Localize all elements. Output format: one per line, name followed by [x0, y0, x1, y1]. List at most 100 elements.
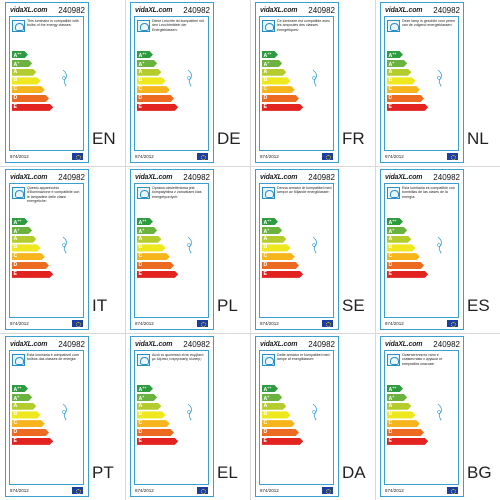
- energy-class-bar: C: [387, 253, 420, 260]
- label-card: vidaXL.com 240982 Dette armatur er kompati…: [255, 336, 339, 497]
- compatibility-text: Esta luminaria es compatible con bombill…: [402, 186, 455, 199]
- energy-class-bar: D: [137, 95, 174, 102]
- energy-class-scale: A++ A+ A B C D E: [137, 385, 181, 446]
- energy-class-plus: +: [267, 60, 270, 65]
- energy-class-plus: ++: [17, 386, 22, 390]
- energy-label-bg: vidaXL.com 240982 Осветителното тяло е съв…: [377, 334, 500, 500]
- energy-class-bar: A: [12, 69, 36, 76]
- compatibility-text: Deze lamp is geschikt voor peren van de …: [402, 19, 456, 28]
- product-id: 240982: [308, 340, 335, 349]
- energy-class-bar: A+: [137, 227, 157, 234]
- energy-class-plus: ++: [17, 52, 22, 56]
- energy-label-pl: vidaXL.com 240982 Oprawa oświetleniowa jes…: [127, 167, 252, 333]
- label-card: vidaXL.com 240982 Oprawa oświetleniowa jes…: [130, 169, 214, 330]
- energy-class-bar: D: [387, 262, 424, 269]
- compatibility-text: Questo apparecchio d'illuminazione è com…: [27, 186, 80, 203]
- energy-class-bar: A: [137, 236, 161, 243]
- brand-logo: vidaXL.com: [385, 341, 423, 348]
- energy-label-pt: vidaXL.com 240982 Esta luminária é compatí…: [2, 334, 127, 500]
- energy-class-bar: A++: [12, 385, 28, 392]
- regulation-number: 874/2012: [10, 488, 29, 493]
- energy-class-scale: A++ A+ A B C D E: [387, 51, 431, 112]
- brand-logo: vidaXL.com: [260, 7, 298, 14]
- energy-class-scale: A++ A+ A B C D E: [12, 51, 56, 112]
- energy-class-bar: A+: [12, 227, 32, 234]
- energy-class-bar: C: [137, 86, 170, 93]
- label-panel: Oprawa oświetleniowa jest kompatybilna z…: [134, 183, 209, 318]
- energy-class-bar: A++: [12, 218, 28, 225]
- product-id: 240982: [58, 173, 85, 182]
- product-id: 240982: [308, 173, 335, 182]
- energy-class-bar: C: [12, 86, 45, 93]
- luminaire-icon: [387, 187, 400, 199]
- bulb-icon: [435, 236, 445, 254]
- energy-class-plus: +: [392, 227, 395, 232]
- language-code: ES: [467, 296, 490, 315]
- energy-class-plus: +: [17, 227, 20, 232]
- energy-class-scale: A++ A+ A B C D E: [137, 51, 181, 112]
- regulation-number: 874/2012: [135, 154, 154, 159]
- label-card: vidaXL.com 240982 Esta luminária é compatí…: [5, 336, 89, 497]
- energy-class-bar: C: [387, 86, 420, 93]
- energy-class-bar: A+: [12, 60, 32, 67]
- energy-class-bar: A++: [262, 51, 278, 58]
- label-card: vidaXL.com 240982 This luminaire is compat…: [5, 2, 89, 163]
- brand-logo: vidaXL.com: [135, 7, 173, 14]
- energy-class-bar: B: [137, 244, 166, 251]
- language-code: PT: [92, 463, 114, 482]
- label-panel: Dette armatur er kompatibel med lampe af…: [259, 350, 334, 485]
- brand-logo: vidaXL.com: [10, 341, 48, 348]
- eu-flag-icon: [72, 487, 83, 494]
- energy-class-bar: E: [262, 104, 303, 111]
- brand-logo: vidaXL.com: [385, 7, 423, 14]
- language-code: EL: [217, 463, 238, 482]
- energy-class-bar: C: [262, 420, 295, 427]
- label-panel: Αυτό το φωτιστικό είναι συμβατό με λάμπε…: [134, 350, 209, 485]
- energy-class-bar: A: [262, 69, 286, 76]
- label-panel: Esta luminária é compatível com bulbos d…: [9, 350, 84, 485]
- label-card: vidaXL.com 240982 Deze lamp is geschikt vo…: [380, 2, 464, 163]
- compatibility-text: Dette armatur er kompatibel med lampe af…: [277, 353, 330, 362]
- brand-logo: vidaXL.com: [135, 341, 173, 348]
- language-code: EN: [92, 129, 116, 148]
- energy-class-bar: A++: [137, 218, 153, 225]
- energy-class-bar: A++: [387, 385, 403, 392]
- energy-class-bar: A+: [387, 60, 407, 67]
- eu-flag-icon: [72, 320, 83, 327]
- energy-class-scale: A++ A+ A B C D E: [137, 218, 181, 279]
- energy-class-plus: ++: [142, 386, 147, 390]
- label-card: vidaXL.com 240982 Diese Leuchte ist kompat…: [130, 2, 214, 163]
- energy-class-bar: B: [262, 244, 291, 251]
- energy-class-plus: ++: [267, 386, 272, 390]
- compatibility-text: Αυτό το φωτιστικό είναι συμβατό με λάμπε…: [152, 353, 204, 362]
- energy-class-bar: B: [137, 77, 166, 84]
- energy-class-scale: A++ A+ A B C D E: [12, 218, 56, 279]
- brand-logo: vidaXL.com: [385, 174, 423, 181]
- energy-class-plus: ++: [392, 219, 397, 223]
- energy-class-bar: C: [12, 253, 45, 260]
- compatibility-text: Oprawa oświetleniowa jest kompatybilna z…: [152, 186, 202, 199]
- energy-class-bar: C: [262, 253, 295, 260]
- luminaire-icon: [137, 187, 150, 199]
- brand-logo: vidaXL.com: [10, 174, 48, 181]
- luminaire-icon: [12, 187, 25, 199]
- energy-class-bar: A+: [137, 60, 157, 67]
- luminaire-icon: [387, 354, 400, 366]
- energy-class-bar: E: [262, 271, 303, 278]
- regulation-number: 874/2012: [135, 321, 154, 326]
- energy-class-plus: +: [392, 394, 395, 399]
- energy-label-en: vidaXL.com 240982 This luminaire is compat…: [2, 0, 127, 166]
- luminaire-icon: [12, 20, 25, 32]
- language-code: BG: [467, 463, 492, 482]
- energy-label-se: vidaXL.com 240982 Denna armatur är kompati…: [252, 167, 377, 333]
- energy-class-bar: E: [387, 438, 428, 445]
- energy-class-bar: D: [262, 429, 299, 436]
- energy-class-bar: E: [137, 104, 178, 111]
- luminaire-icon: [262, 354, 275, 366]
- energy-label-es: vidaXL.com 240982 Esta luminaria es compat…: [377, 167, 500, 333]
- energy-class-bar: C: [387, 420, 420, 427]
- product-id: 240982: [433, 340, 460, 349]
- label-panel: This luminaire is compatible with bulbs …: [9, 16, 84, 151]
